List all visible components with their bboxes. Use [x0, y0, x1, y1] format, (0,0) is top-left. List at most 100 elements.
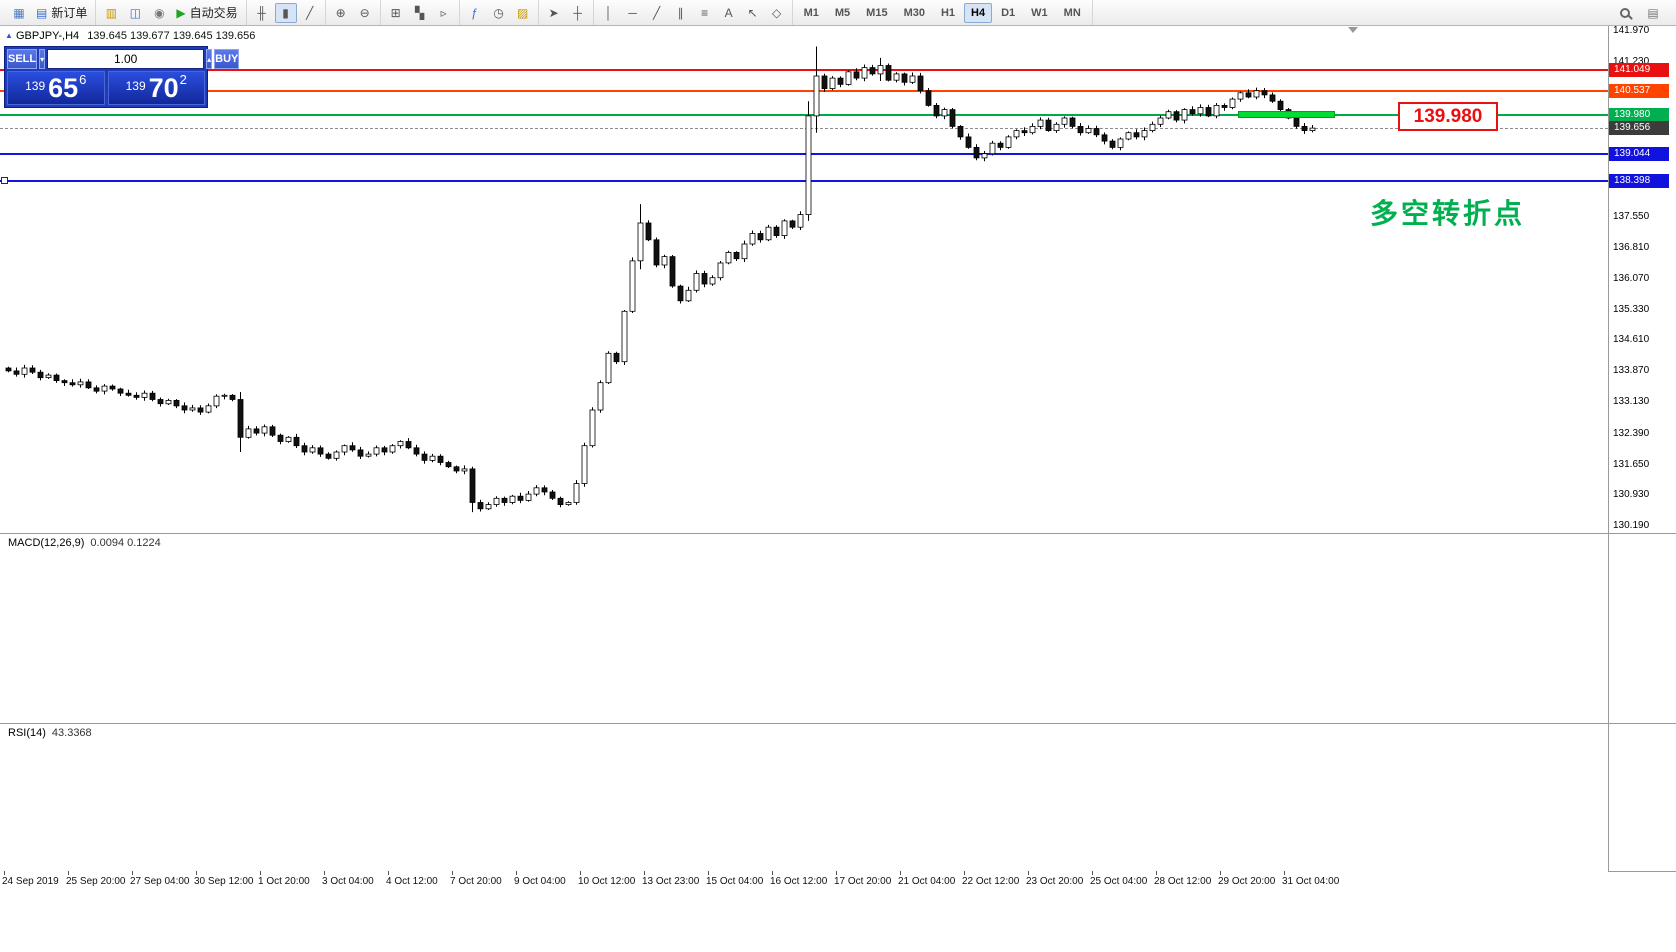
autotrading-button[interactable]: ▶ 自动交易 — [176, 5, 238, 21]
fibonacci-button[interactable]: ≡ — [701, 5, 709, 20]
time-axis-label: 23 Oct 20:00 — [1026, 876, 1084, 887]
cursor-button[interactable]: ➤ — [548, 5, 559, 20]
time-tick — [1028, 871, 1029, 875]
time-axis-label: 29 Oct 20:00 — [1218, 876, 1276, 887]
time-axis-label: 3 Oct 04:00 — [322, 876, 374, 887]
rsi-indicator-label: RSI(14) 43.3368 — [8, 727, 92, 739]
price-axis-label: 141.230 — [1613, 56, 1650, 68]
bid-price-big: 65 — [48, 72, 79, 103]
line-anchor-handle[interactable] — [1, 177, 8, 185]
rsi-panel-canvas[interactable] — [0, 724, 1608, 871]
new-chart-button[interactable]: ▦ — [13, 5, 25, 20]
horizontal-line-139.98[interactable] — [0, 113, 1608, 116]
text-button[interactable]: A — [724, 5, 733, 20]
time-tick — [1156, 871, 1157, 875]
time-axis-label: 21 Oct 04:00 — [898, 876, 956, 887]
market-watch-button[interactable]: ▥ — [105, 5, 118, 20]
horizontal-line-button[interactable]: ─ — [628, 5, 637, 20]
sell-button[interactable]: SELL — [7, 49, 38, 69]
chinese-annotation-text[interactable]: 多空转折点 — [1370, 198, 1526, 229]
line-chart-type-button[interactable]: ╱ — [305, 5, 314, 20]
macd-splitter[interactable] — [0, 533, 1676, 534]
auto-arrange-button[interactable]: ▚ — [414, 5, 425, 20]
ask-price-sup: 2 — [179, 71, 187, 87]
price-axis-label: 136.810 — [1613, 241, 1650, 253]
time-axis-label: 28 Oct 12:00 — [1154, 876, 1212, 887]
search-icon[interactable] — [1614, 3, 1636, 23]
timeframe-d1-button[interactable]: D1 — [1001, 6, 1016, 19]
timeframe-m15-button[interactable]: M15 — [866, 6, 888, 19]
rsi-splitter[interactable] — [0, 723, 1676, 724]
timeframe-h4-button[interactable]: H4 — [964, 2, 993, 23]
trendline-button[interactable]: ╱ — [652, 5, 661, 20]
time-axis-label: 7 Oct 20:00 — [450, 876, 502, 887]
bid-price-button[interactable]: 139 65 6 — [7, 71, 105, 105]
time-tick — [836, 871, 837, 875]
bid-price-sup: 6 — [79, 71, 87, 87]
ask-price-button[interactable]: 139 70 2 — [107, 71, 205, 105]
time-tick — [644, 871, 645, 875]
horizontal-line-139.044[interactable] — [0, 152, 1608, 155]
time-tick — [1220, 871, 1221, 875]
time-tick — [900, 871, 901, 875]
timeframe-m1-button[interactable]: M1 — [803, 6, 819, 19]
price-axis-label: 130.930 — [1613, 488, 1650, 500]
horizontal-line-138.398[interactable] — [0, 177, 1608, 185]
time-axis[interactable]: 24 Sep 2019 25 Sep 20:00 27 Sep 04:00 30 Se… — [0, 871, 1608, 891]
one-click-panel-toggle-icon[interactable]: ▲ — [5, 31, 13, 40]
price-axis-label: 133.870 — [1613, 365, 1650, 377]
price-axis-label: 135.330 — [1613, 304, 1650, 315]
timeframe-m5-button[interactable]: M5 — [834, 6, 851, 19]
time-tick — [772, 871, 773, 875]
crosshair-button[interactable]: ┼ — [573, 5, 582, 20]
timeframe-h1-button[interactable]: H1 — [940, 6, 956, 19]
volume-decrease-button[interactable]: ▾ — [39, 49, 46, 69]
time-axis-label: 4 Oct 12:00 — [386, 876, 438, 887]
volume-increase-button[interactable]: ▴ — [206, 49, 213, 69]
ask-price-big: 70 — [148, 72, 179, 103]
timeframe-m30-button[interactable]: M30 — [903, 6, 925, 19]
data-window-button[interactable]: ◫ — [129, 5, 142, 20]
zoom-out-button[interactable]: ⊖ — [359, 5, 370, 20]
candlestick-chart-type-button[interactable]: ▮ — [274, 2, 297, 23]
tile-windows-button[interactable]: ⊞ — [390, 5, 401, 20]
price-axis-label: 132.390 — [1613, 427, 1650, 439]
channel-button[interactable]: ∥ — [677, 5, 684, 20]
shapes-button[interactable]: ◇ — [771, 5, 782, 20]
time-axis-label: 25 Oct 04:00 — [1090, 876, 1148, 887]
support-highlight-segment[interactable] — [1238, 111, 1335, 118]
timeframe-w1-button[interactable]: W1 — [1031, 6, 1048, 19]
chart-objects-layer — [0, 68, 1608, 185]
vertical-line-button[interactable]: │ — [604, 5, 613, 20]
chart-profile-icon[interactable]: ▤ — [1647, 5, 1659, 20]
price-axis-label: 137.550 — [1613, 210, 1650, 222]
chart-shift-button[interactable]: ▹ — [440, 5, 447, 20]
horizontal-line-141.049[interactable] — [0, 68, 1608, 71]
bar-chart-type-button[interactable]: ╫ — [257, 5, 266, 20]
time-tick — [4, 871, 5, 875]
price-axis-label: 131.650 — [1613, 458, 1650, 470]
new-order-button[interactable]: ▤ 新订单 — [36, 5, 88, 21]
time-axis-label: 22 Oct 12:00 — [962, 876, 1020, 887]
main-chart-canvas[interactable] — [0, 26, 1608, 533]
time-tick — [964, 871, 965, 875]
buy-button[interactable]: BUY — [214, 49, 240, 69]
templates-button[interactable]: ▨ — [516, 5, 529, 20]
macd-panel-canvas[interactable] — [0, 534, 1608, 723]
navigator-button[interactable]: ◉ — [154, 5, 165, 20]
indicators-button[interactable]: ƒ — [471, 5, 478, 20]
horizontal-line-140.537[interactable] — [0, 90, 1608, 93]
price-callout-box[interactable]: 139.980 — [1398, 102, 1498, 131]
time-axis-label: 17 Oct 20:00 — [834, 876, 892, 887]
zoom-in-button[interactable]: ⊕ — [335, 5, 346, 20]
price-badge: 139.656 — [1609, 121, 1669, 136]
timeframe-mn-button[interactable]: MN — [1063, 6, 1081, 19]
time-axis-label: 24 Sep 2019 — [2, 876, 59, 887]
volume-input[interactable] — [47, 49, 205, 69]
time-axis-label: 9 Oct 04:00 — [514, 876, 566, 887]
arrows-button[interactable]: ↖ — [747, 5, 758, 20]
price-axis-line — [1608, 26, 1609, 871]
periods-button[interactable]: ◷ — [493, 5, 504, 20]
price-axis[interactable]: 141.970141.230138.270137.550136.810136.0… — [1608, 0, 1676, 952]
